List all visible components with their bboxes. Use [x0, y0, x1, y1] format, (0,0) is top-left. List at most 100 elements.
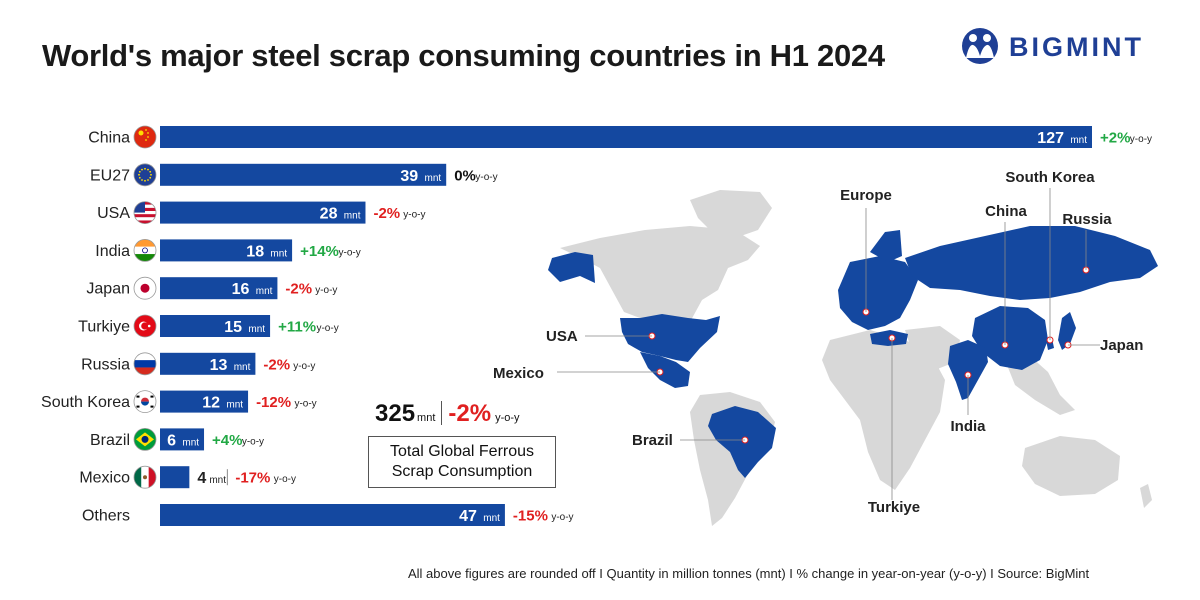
- map-label-japan: Japan: [1100, 337, 1143, 354]
- bar-others: [160, 504, 505, 526]
- map-new-zealand-land: [1140, 484, 1152, 508]
- value-unit: mnt: [344, 211, 361, 222]
- value-number: 15: [224, 319, 242, 336]
- category-label: Brazil: [90, 432, 130, 449]
- map-australia-land: [1022, 436, 1120, 496]
- japan-flag-icon: [133, 276, 157, 300]
- change-label: +11%: [278, 319, 316, 336]
- map-russia: [905, 226, 1158, 300]
- chart-title: World's major steel scrap consuming coun…: [42, 38, 885, 73]
- value-number: 47: [459, 508, 477, 525]
- value-unit: mnt: [256, 286, 273, 297]
- bar-row-china: China 127 mnt +2% y-o-y: [88, 125, 1152, 149]
- change-suffix: y-o-y: [475, 172, 497, 183]
- category-label: Turkiye: [78, 319, 130, 336]
- total-label-line1: Total Global Ferrous: [389, 443, 535, 460]
- map-usa: [620, 314, 720, 362]
- map-africa-land: [822, 330, 945, 490]
- bar-india: [160, 239, 293, 262]
- value-label: 18: [246, 243, 264, 260]
- map-label-china: China: [985, 203, 1027, 220]
- map-brazil: [708, 406, 776, 478]
- change-suffix: y-o-y: [1130, 134, 1152, 145]
- category-label: USA: [97, 205, 130, 222]
- change-suffix: y-o-y: [315, 285, 337, 296]
- change-label: -12%: [256, 394, 291, 411]
- world-map: Europe South Korea China Russia USA Mexico Jap…: [493, 169, 1158, 526]
- value-unit: mnt: [226, 400, 243, 411]
- bar-row-russia: Russia 13 mnt -2% y-o-y: [81, 352, 315, 376]
- bar-row-japan: Japan 16 mnt -2% y-o-y: [86, 276, 337, 300]
- brazil-flag-icon: [133, 427, 157, 451]
- map-label-europe: Europe: [840, 187, 892, 204]
- bar-russia: [160, 352, 256, 375]
- usa-flag-icon: [133, 201, 157, 225]
- change-label: +14%: [300, 243, 339, 260]
- bigmint-logo-icon: [962, 28, 998, 64]
- category-label: Others: [82, 508, 130, 525]
- category-label: EU27: [90, 167, 130, 184]
- value-label: 47: [459, 508, 477, 525]
- bar-turkiye: [160, 315, 271, 337]
- map-japan: [1058, 312, 1076, 350]
- total-value: 325: [375, 400, 416, 427]
- eu-flag-icon: [133, 163, 157, 187]
- map-scandinavia: [870, 230, 902, 262]
- category-label: South Korea: [41, 394, 130, 411]
- map-greenland-land: [690, 190, 772, 238]
- value-number: 39: [400, 168, 418, 185]
- bar-south-korea: [160, 390, 249, 413]
- bar-row-south-korea: South Korea 12 mnt -12% y-o-y: [41, 390, 317, 414]
- change-label: -2%: [285, 281, 312, 298]
- change-label: -15%: [513, 508, 548, 525]
- value-unit: mnt: [1070, 135, 1087, 146]
- map-label-turkiye: Turkiye: [868, 499, 920, 516]
- value-number: 6: [167, 432, 176, 449]
- change-suffix: y-o-y: [338, 247, 360, 258]
- bar-mexico: [160, 466, 190, 489]
- change-label: +4%: [212, 432, 242, 449]
- change-suffix: y-o-y: [242, 436, 264, 447]
- category-label: Russia: [81, 356, 130, 373]
- change-label: -17%: [235, 470, 270, 487]
- value-unit: mnt: [483, 513, 500, 524]
- value-number: 12: [202, 395, 220, 412]
- value-number: 28: [320, 206, 338, 223]
- change-suffix: y-o-y: [551, 512, 573, 523]
- value-label: 6: [167, 432, 176, 449]
- map-alaska-usa: [548, 252, 595, 283]
- category-label: India: [95, 243, 130, 260]
- value-unit: mnt: [270, 248, 287, 259]
- total-label-line2: Scrap Consumption: [391, 463, 533, 480]
- map-label-brazil: Brazil: [632, 432, 673, 449]
- bar-row-mexico: Mexico 4 mnt -17% y-o-y: [79, 465, 296, 489]
- change-label: +2%: [1100, 130, 1130, 147]
- total-change-suffix: y-o-y: [495, 412, 520, 424]
- value-unit: mnt: [425, 173, 442, 184]
- map-china: [972, 306, 1048, 370]
- map-label-usa: USA: [546, 328, 578, 345]
- value-label: 28: [320, 206, 338, 223]
- china-flag-icon: [133, 125, 157, 149]
- total-summary: 325 mnt -2% y-o-y: [375, 400, 520, 428]
- value-label: 127: [1037, 130, 1064, 147]
- russia-flag-icon: [133, 352, 157, 376]
- value-unit: mnt: [234, 362, 251, 373]
- total-label-box: Total Global Ferrous Scrap Consumption: [368, 436, 556, 488]
- value-label: 15: [224, 319, 242, 336]
- bar-row-others: Others 47 mnt -15% y-o-y: [82, 504, 574, 526]
- change-suffix: y-o-y: [294, 399, 316, 410]
- bar-row-turkiye: Turkiye 15 mnt +11% y-o-y: [78, 314, 339, 338]
- india-flag-icon: [133, 238, 157, 262]
- value-unit: mnt: [248, 324, 265, 335]
- value-unit: mnt: [209, 475, 226, 486]
- change-suffix: y-o-y: [274, 474, 296, 485]
- map-europe: [838, 256, 918, 330]
- value-number: 4: [197, 470, 206, 487]
- bar-brazil: [160, 428, 205, 451]
- bar-usa: [160, 201, 366, 224]
- change-label: -2%: [373, 205, 400, 222]
- change-label: -2%: [263, 356, 290, 373]
- value-label: 4: [197, 470, 206, 487]
